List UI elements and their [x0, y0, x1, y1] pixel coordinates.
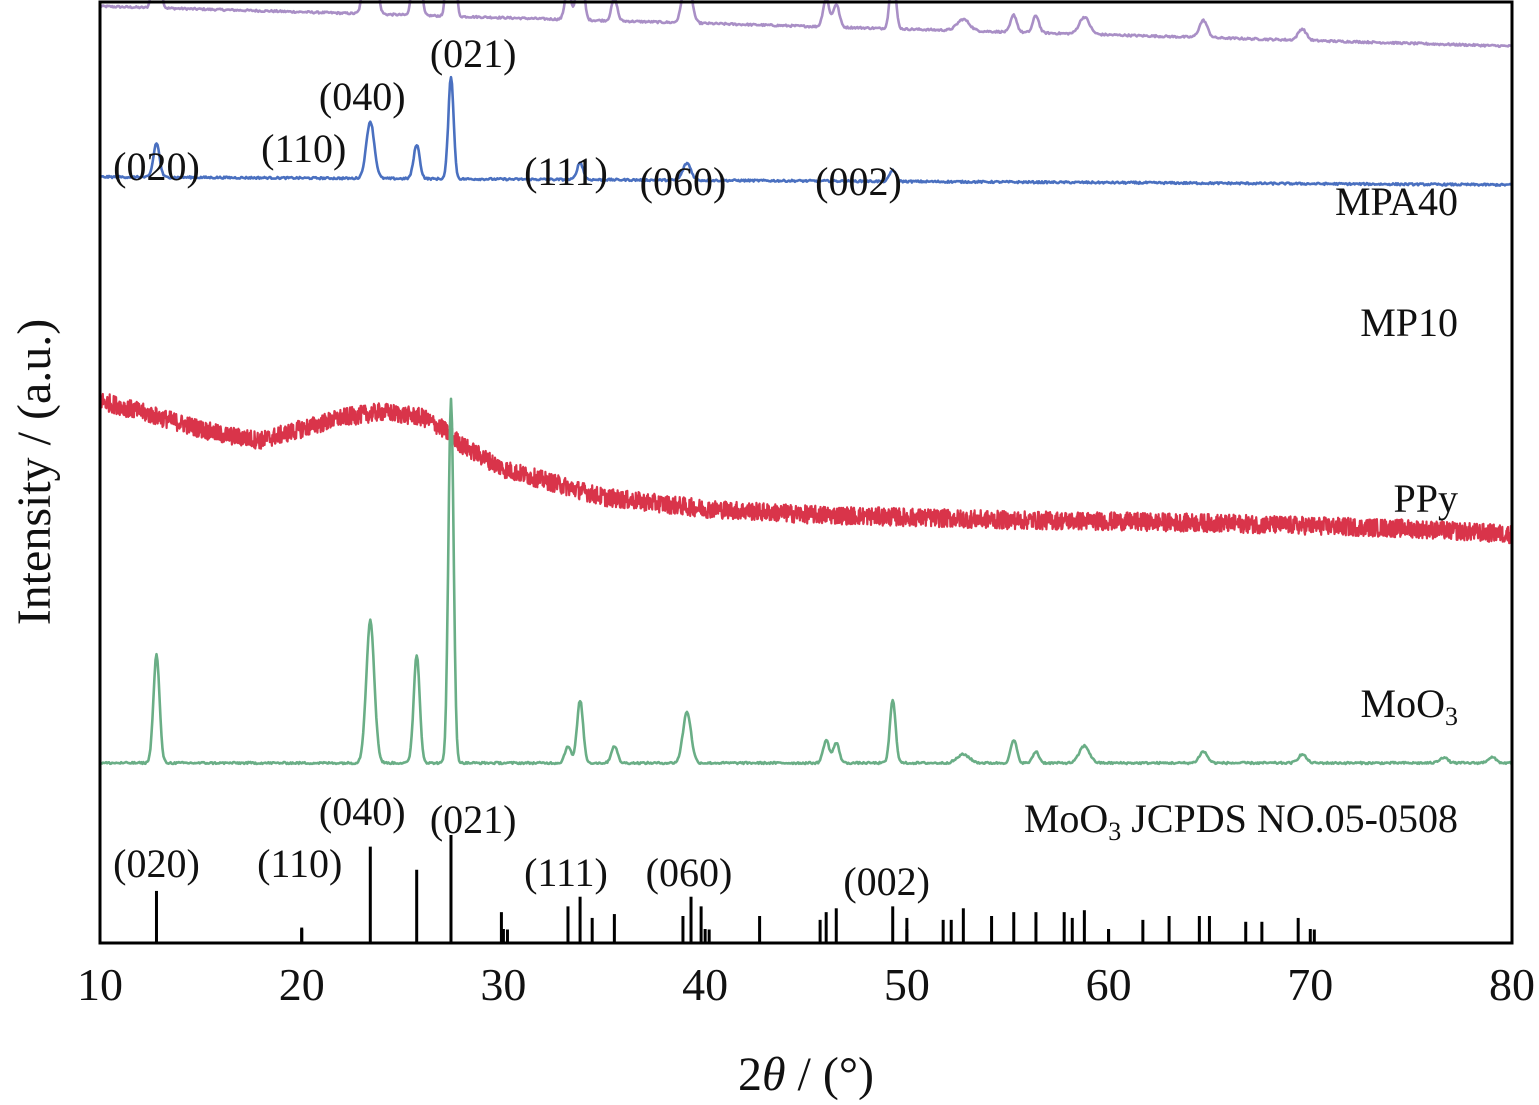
reference-sticks	[154, 835, 1316, 943]
y-axis-title: Intensity / (a.u.)	[8, 319, 61, 626]
hkl-label-bottom-110: (110)	[257, 841, 342, 886]
hkl-label-top-020: (020)	[113, 144, 200, 189]
x-tick-label-50: 50	[884, 959, 930, 1010]
hkl-label-top-002: (002)	[815, 159, 902, 204]
hkl-label-top-111: (111)	[524, 149, 608, 194]
hkl-label-bottom-021: (021)	[430, 797, 517, 842]
reference-label: MoO3 JCPDS NO.05-0508	[1024, 796, 1458, 846]
hkl-label-bottom-040: (040)	[319, 789, 406, 834]
x-tick-label-30: 30	[480, 959, 526, 1010]
series-line-mp10	[99, 75, 1513, 187]
plot-frame	[98, 0, 1514, 945]
diffraction-curves	[99, 0, 1514, 766]
series-label-ppy: PPy	[1394, 476, 1459, 521]
hkl-label-top-110: (110)	[261, 126, 346, 171]
hkl-label-top-040: (040)	[319, 74, 406, 119]
series-label-mp10: MP10	[1360, 300, 1458, 345]
series-line-mpa40	[99, 0, 1513, 49]
x-tick-label-80: 80	[1489, 959, 1535, 1010]
axes: 10 20 30 40 50 60 70 80 2θ / (°) Intensity / (a.u…	[8, 0, 1535, 1101]
x-axis-title: 2θ / (°)	[738, 1048, 874, 1101]
hkl-label-bottom-111: (111)	[524, 850, 608, 895]
series-label-moo3: MoO3	[1361, 681, 1458, 731]
x-tick-label-60: 60	[1086, 959, 1132, 1010]
x-tick-label-70: 70	[1287, 959, 1333, 1010]
hkl-label-top-060: (060)	[640, 159, 727, 204]
hkl-label-bottom-020: (020)	[113, 841, 200, 886]
series-label-mpa40: MPA40	[1335, 179, 1458, 224]
hkl-label-bottom-002: (002)	[843, 859, 930, 904]
x-tick-label-10: 10	[77, 959, 123, 1010]
series-line-moo3	[99, 397, 1513, 766]
x-tick-label-40: 40	[682, 959, 728, 1010]
annotation-labels: MPA40 MP10 PPy MoO3 MoO3 JCPDS NO.05-0508 (02…	[113, 31, 1458, 904]
x-tick-label-20: 20	[279, 959, 325, 1010]
series-line-ppy	[99, 392, 1514, 545]
hkl-label-top-021: (021)	[430, 31, 517, 76]
hkl-label-bottom-060: (060)	[646, 850, 733, 895]
